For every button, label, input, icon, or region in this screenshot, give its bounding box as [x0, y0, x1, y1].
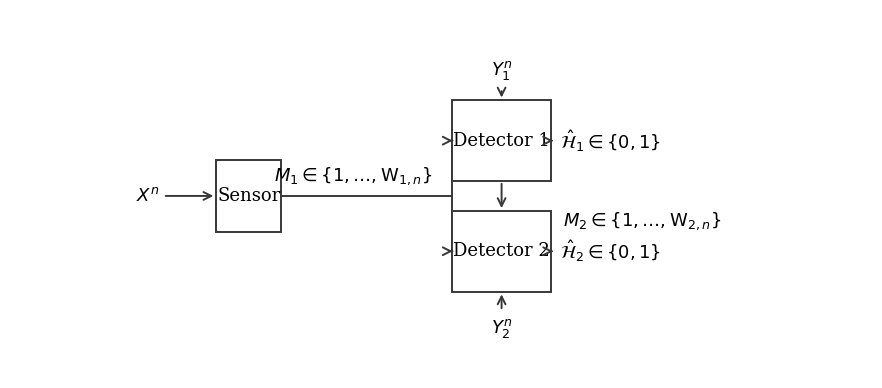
Bar: [452, 100, 551, 181]
Text: $Y_1^n$: $Y_1^n$: [491, 59, 512, 82]
Bar: [452, 211, 551, 291]
Bar: [216, 160, 281, 232]
Text: Sensor: Sensor: [217, 187, 280, 205]
Text: $Y_2^n$: $Y_2^n$: [491, 317, 512, 340]
Text: $\hat{\mathcal{H}}_2 \in \{0,1\}$: $\hat{\mathcal{H}}_2 \in \{0,1\}$: [560, 238, 662, 264]
Text: $X^n$: $X^n$: [136, 187, 160, 205]
Text: $M_1 \in \{1,\ldots, \mathsf{W}_{1,n}\}$: $M_1 \in \{1,\ldots, \mathsf{W}_{1,n}\}$: [273, 166, 432, 187]
Text: Detector 2: Detector 2: [453, 242, 550, 260]
Text: $\hat{\mathcal{H}}_1 \in \{0,1\}$: $\hat{\mathcal{H}}_1 \in \{0,1\}$: [560, 128, 662, 154]
Text: Detector 1: Detector 1: [453, 132, 550, 150]
Text: $M_2 \in \{1,\ldots, \mathsf{W}_{2,n}\}$: $M_2 \in \{1,\ldots, \mathsf{W}_{2,n}\}$: [563, 211, 721, 232]
